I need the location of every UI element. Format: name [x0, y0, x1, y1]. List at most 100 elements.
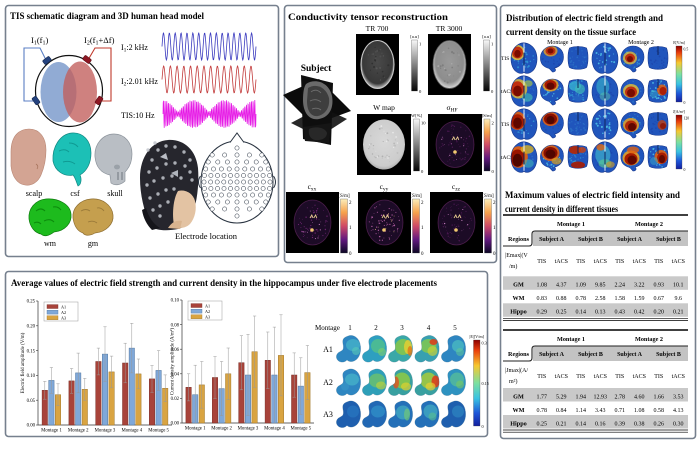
svg-text:I2:2.01 kHz: I2:2.01 kHz [121, 77, 158, 88]
svg-text:Montage 1: Montage 1 [41, 429, 62, 434]
svg-text:0: 0 [482, 424, 484, 429]
svg-text:A1: A1 [323, 345, 333, 354]
svg-text:0.43: 0.43 [615, 310, 626, 316]
svg-text:Montage 1: Montage 1 [185, 427, 206, 432]
svg-text:A3: A3 [205, 315, 210, 320]
svg-text:0.78: 0.78 [537, 408, 548, 414]
svg-text:gm: gm [88, 239, 99, 248]
svg-text:cxx: cxx [308, 182, 317, 193]
svg-text:GM: GM [513, 282, 524, 289]
svg-text:0.58: 0.58 [654, 408, 665, 414]
svg-text:0.38: 0.38 [634, 421, 645, 427]
svg-text:Montage 1: Montage 1 [557, 336, 585, 343]
svg-text:0.71: 0.71 [615, 408, 626, 414]
svg-text:Montage 1: Montage 1 [557, 221, 585, 228]
svg-text:1.09: 1.09 [576, 283, 587, 289]
svg-text:Montage 4: Montage 4 [121, 429, 142, 434]
svg-text:0.3: 0.3 [482, 340, 487, 345]
svg-text:current density in different t: current density in different tissues [505, 205, 618, 215]
svg-text:TIS: TIS [576, 374, 585, 380]
svg-text:0.08: 0.08 [171, 323, 180, 328]
svg-text:Montage 2: Montage 2 [635, 336, 663, 343]
svg-text:m²): m²) [509, 378, 517, 385]
svg-text:Subject B: Subject B [578, 352, 603, 358]
svg-text:0.88: 0.88 [556, 296, 567, 302]
svg-text:1.08: 1.08 [537, 283, 548, 289]
svg-text:0.14: 0.14 [576, 421, 587, 427]
svg-text:Subject B: Subject B [656, 237, 681, 243]
svg-text:3.22: 3.22 [634, 283, 645, 289]
svg-text:3.53: 3.53 [673, 394, 684, 400]
svg-text:10.1: 10.1 [673, 283, 684, 289]
svg-text:Hippo: Hippo [510, 420, 527, 427]
svg-text:2: 2 [349, 201, 352, 206]
svg-text:0: 0 [492, 169, 495, 174]
svg-text:0.29: 0.29 [537, 310, 548, 316]
svg-text:0.42: 0.42 [634, 310, 645, 316]
svg-text:0.05: 0.05 [27, 399, 36, 404]
svg-text:0.10: 0.10 [27, 374, 36, 379]
svg-text:0.20: 0.20 [27, 325, 36, 330]
svg-text:0.10: 0.10 [171, 299, 180, 304]
svg-text:0.25: 0.25 [537, 421, 548, 427]
svg-text:1.14: 1.14 [576, 408, 587, 414]
svg-text:tACS: tACS [672, 259, 685, 265]
svg-text:TIS:10 Hz: TIS:10 Hz [121, 111, 155, 120]
svg-text:scalp: scalp [26, 189, 42, 198]
svg-text:wm: wm [44, 239, 57, 248]
svg-text:Subject: Subject [301, 64, 332, 74]
svg-text:|E|[V/m]: |E|[V/m] [470, 334, 485, 339]
svg-text:Montage: Montage [315, 324, 340, 332]
svg-text:TIS: TIS [537, 259, 546, 265]
svg-text:tACS: tACS [633, 374, 646, 380]
svg-text:12.93: 12.93 [594, 394, 608, 400]
svg-text:[S/m]: [S/m] [482, 194, 494, 199]
svg-text:0.16: 0.16 [595, 421, 606, 427]
svg-text:Montage 2: Montage 2 [68, 429, 89, 434]
svg-text:TR 700: TR 700 [366, 24, 389, 33]
svg-text:120: 120 [684, 117, 690, 121]
svg-text:[a.u]: [a.u] [410, 34, 419, 39]
svg-text:Subject A: Subject A [617, 352, 643, 358]
svg-text:tACS: tACS [501, 155, 513, 161]
svg-text:1.66: 1.66 [654, 394, 665, 400]
svg-text:0: 0 [421, 252, 424, 257]
svg-text:0.30: 0.30 [673, 421, 684, 427]
svg-text:0.02: 0.02 [171, 397, 180, 402]
svg-text:current density on the tissue: current density on the tissue surface [506, 28, 636, 38]
svg-text:cyy: cyy [380, 182, 389, 193]
svg-text:0.84: 0.84 [556, 408, 567, 414]
svg-text:TIS: TIS [615, 374, 624, 380]
svg-text:1: 1 [493, 226, 496, 231]
svg-text:tACS: tACS [555, 259, 568, 265]
svg-text:Subject B: Subject B [578, 237, 603, 243]
svg-text:Average values of electric fie: Average values of electric field strengt… [11, 278, 437, 288]
svg-text:0.5: 0.5 [684, 48, 689, 52]
svg-text:A3: A3 [323, 410, 333, 419]
svg-text:I2(f1+Δf): I2(f1+Δf) [84, 35, 115, 47]
svg-text:2: 2 [493, 201, 496, 206]
svg-text:Montage 2: Montage 2 [628, 40, 654, 46]
svg-text:2.78: 2.78 [615, 394, 626, 400]
svg-text:Subject A: Subject A [539, 237, 565, 243]
svg-text:Regions: Regions [508, 351, 530, 358]
svg-text:2: 2 [374, 324, 378, 332]
svg-text:4.13: 4.13 [673, 408, 684, 414]
svg-text:0: 0 [493, 252, 496, 257]
svg-text:2: 2 [421, 201, 424, 206]
svg-text:Regions: Regions [508, 236, 530, 243]
svg-text:TR 3000: TR 3000 [436, 24, 463, 33]
svg-text:0.00: 0.00 [171, 422, 180, 427]
svg-text:Current density amplitude (A/m: Current density amplitude (A/m²) [170, 328, 176, 396]
svg-text:0.39: 0.39 [615, 421, 626, 427]
svg-text:Montage 2: Montage 2 [635, 221, 663, 228]
svg-text:1.58: 1.58 [615, 296, 626, 302]
svg-text:0: 0 [421, 169, 424, 174]
svg-text:|Emax|(V: |Emax|(V [505, 252, 528, 259]
svg-text:A2: A2 [323, 378, 333, 387]
svg-text:czz: czz [452, 182, 461, 193]
svg-text:Distribution of electric field: Distribution of electric field strength … [506, 14, 664, 24]
svg-text:1: 1 [349, 226, 352, 231]
svg-text:Montage 1: Montage 1 [547, 40, 573, 46]
svg-text:1: 1 [419, 41, 422, 46]
